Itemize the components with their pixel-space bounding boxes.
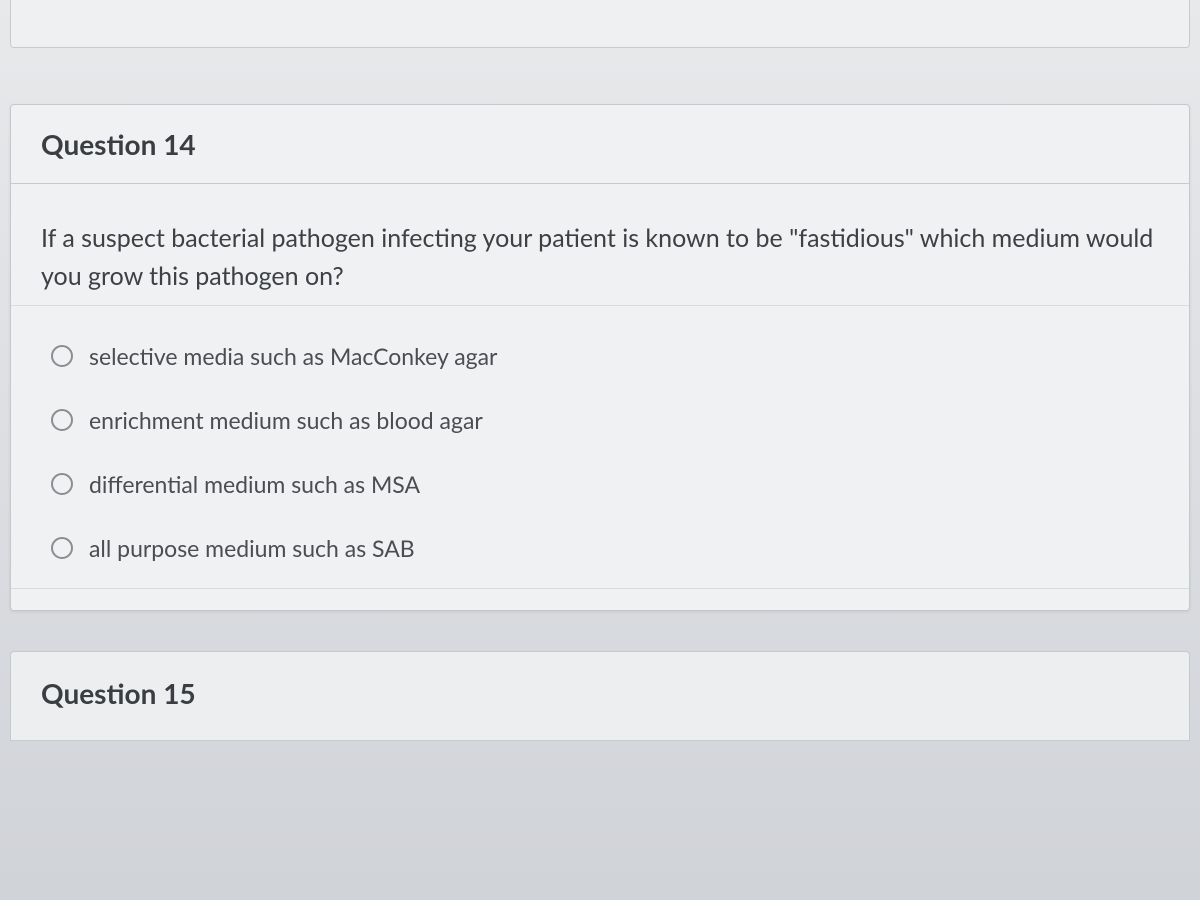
answer-label: enrichment medium such as blood agar: [89, 406, 483, 434]
question-title: Question 14: [41, 127, 1159, 161]
answer-option-3[interactable]: all purpose medium such as SAB: [41, 516, 1159, 580]
answer-label: selective media such as MacConkey agar: [89, 342, 497, 370]
answer-option-1[interactable]: enrichment medium such as blood agar: [41, 388, 1159, 452]
answer-label: differential medium such as MSA: [89, 470, 420, 498]
radio-icon: [51, 409, 73, 431]
card-footer-stripe: [11, 588, 1189, 610]
question-body: If a suspect bacterial pathogen infectin…: [11, 184, 1189, 306]
answer-option-2[interactable]: differential medium such as MSA: [41, 452, 1159, 516]
question-14-card: Question 14 If a suspect bacterial patho…: [10, 104, 1190, 611]
question-prompt: If a suspect bacterial pathogen infectin…: [41, 220, 1159, 295]
answer-label: all purpose medium such as SAB: [89, 534, 415, 562]
question-header: Question 14: [11, 105, 1189, 184]
question-15-card: Question 15: [10, 651, 1190, 741]
radio-icon: [51, 473, 73, 495]
question-title: Question 15: [41, 676, 1159, 710]
radio-icon: [51, 345, 73, 367]
answer-options-group: selective media such as MacConkey agar e…: [11, 306, 1189, 588]
question-header: Question 15: [11, 652, 1189, 741]
previous-card-edge: [10, 0, 1190, 48]
radio-icon: [51, 537, 73, 559]
answer-option-0[interactable]: selective media such as MacConkey agar: [41, 324, 1159, 388]
